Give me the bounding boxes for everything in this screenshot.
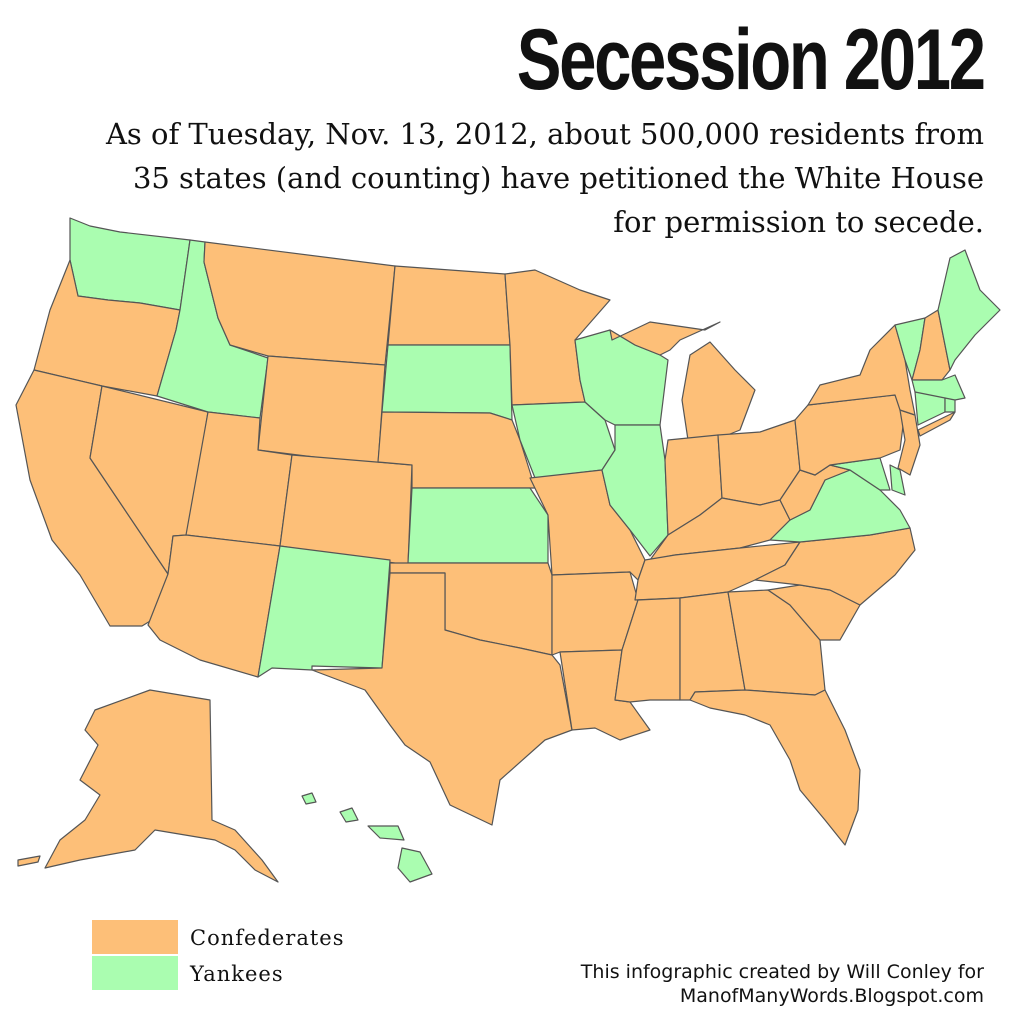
state-washington: [69, 217, 191, 311]
state-rhode-island: [944, 397, 956, 413]
subtitle-line-1: As of Tuesday, Nov. 13, 2012, about 500,…: [105, 117, 984, 151]
state-wyoming: [257, 355, 386, 466]
subtitle-line-2: 35 states (and counting) have petitioned…: [132, 161, 984, 195]
state-alaska-aleutians: [17, 855, 41, 867]
state-hawaii-kauai: [301, 792, 317, 805]
state-alaska: [44, 689, 279, 883]
state-hawaii-oahu: [339, 807, 359, 823]
state-maine: [937, 249, 1001, 371]
state-michigan: [609, 321, 721, 356]
state-south-dakota: [381, 344, 513, 421]
legend-swatch-yankees: [92, 956, 178, 990]
credit-text: This infographic created by Will Conley …: [581, 960, 984, 1008]
state-long-island: [917, 411, 956, 437]
state-hawaii-big-island: [397, 847, 433, 883]
state-hawaii-maui: [367, 825, 405, 841]
credit-line-2: ManofManyWords.Blogspot.com: [679, 985, 984, 1007]
legend-label-yankees: Yankees: [190, 962, 284, 986]
state-north-dakota: [387, 265, 511, 346]
legend-label-confederates: Confederates: [190, 926, 345, 950]
state-new-mexico: [257, 545, 391, 678]
credit-line-1: This infographic created by Will Conley …: [580, 961, 984, 983]
state-kansas: [407, 487, 549, 564]
subtitle: As of Tuesday, Nov. 13, 2012, about 500,…: [24, 112, 984, 244]
state-illinois: [601, 424, 669, 557]
state-delaware: [889, 464, 906, 496]
state-florida: [689, 689, 861, 846]
legend-swatch-confederates: [92, 920, 178, 954]
state-michigan-lower: [681, 341, 756, 441]
subtitle-line-3: for permission to secede.: [613, 205, 984, 239]
state-texas: [311, 572, 573, 826]
page-title: Secession 2012: [517, 12, 986, 108]
